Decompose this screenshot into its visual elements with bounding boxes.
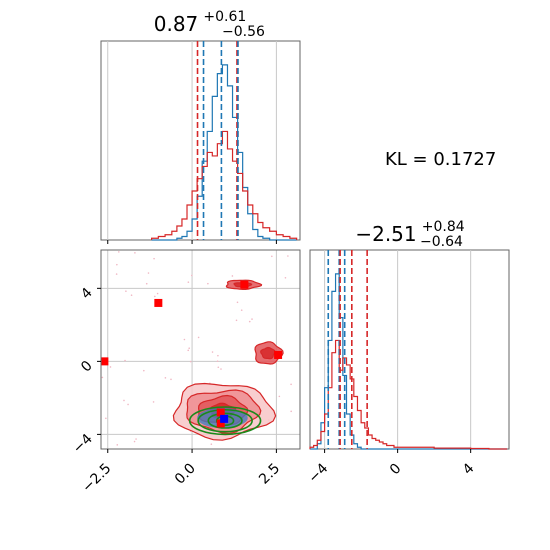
marginal-x-frame: [100, 40, 301, 241]
joint-scatter-point: [287, 255, 289, 257]
joint-scatter-point: [116, 263, 118, 266]
marginal-y-tick-label: −4: [306, 460, 332, 486]
joint-scatter-point: [217, 354, 219, 357]
joint-scatter-point: [116, 444, 119, 446]
joint-y-tick-label: 4: [78, 285, 96, 303]
joint-red-contour: [260, 346, 276, 360]
marginal-x-title-minus: −0.56: [222, 24, 265, 40]
marginal-y-title-value: −2.51: [355, 222, 416, 246]
joint-scatter-point: [271, 255, 273, 258]
joint-scatter-point: [117, 251, 120, 253]
joint-scatter-point: [135, 438, 137, 440]
marginal-y-quantile-lines: [327, 250, 368, 449]
joint-scatter-point: [183, 338, 186, 341]
marginal-y-hist-blue: [310, 273, 508, 450]
joint-x-tick-label: −2.5: [79, 461, 114, 496]
marginal-x-histograms: [150, 64, 298, 241]
joint-scatter-point: [133, 440, 136, 443]
joint-scatter-point: [143, 369, 145, 372]
marginal-y-grid: [324, 250, 472, 449]
joint-blue-marker: [220, 414, 229, 423]
joint-scatter-point: [210, 443, 213, 446]
marginal-x-grid: [107, 41, 277, 240]
joint-panel: −2.5 0.0 2.5 −4 0 4: [70, 249, 301, 496]
joint-red-marker: [240, 280, 249, 289]
marginal-x-hist-red: [150, 130, 298, 240]
marginal-x-title: 0.87 +0.61: [154, 9, 247, 36]
joint-scatter-point: [248, 320, 251, 323]
joint-green-contour: [207, 412, 243, 429]
joint-scatter-point: [152, 401, 155, 403]
joint-scatter-point: [145, 282, 148, 285]
joint-red-marker: [154, 298, 163, 307]
joint-green-contour: [188, 406, 262, 436]
marginal-y-hist-red: [309, 339, 508, 450]
joint-scatter-point: [134, 252, 136, 254]
joint-y-tick-label: −4: [70, 431, 96, 457]
marginal-x-panel: 0.87 +0.61 −0.56: [100, 9, 301, 244]
marginal-y-ticks: −4 0 4: [306, 449, 478, 486]
marginal-y-panel: −4 0 4 −2.51 +0.84 −0.64: [306, 219, 510, 486]
joint-scatter-point: [153, 257, 155, 260]
joint-y-tick-label: 0: [78, 358, 96, 376]
joint-red-marker: [101, 357, 109, 366]
joint-scatter-point: [251, 318, 253, 320]
joint-density: [101, 251, 292, 446]
joint-scatter-point: [217, 366, 220, 369]
joint-scatter-point: [124, 359, 126, 362]
marginal-y-histograms: [309, 273, 508, 450]
joint-scatter-point: [220, 368, 222, 370]
joint-x-tick-label: 0.0: [172, 461, 199, 488]
joint-scatter-point: [240, 309, 243, 311]
joint-scatter-point: [188, 347, 190, 350]
joint-scatter-point: [290, 410, 292, 413]
joint-red-marker: [216, 419, 225, 428]
joint-markers: [101, 280, 283, 428]
joint-x-tick-label: 2.5: [256, 461, 283, 488]
joint-red-marker: [216, 408, 225, 417]
joint-scatter-point: [231, 275, 234, 277]
marginal-x-title-value: 0.87: [154, 12, 199, 36]
joint-scatter-point: [164, 377, 167, 379]
marginal-x-hist-blue: [151, 64, 297, 241]
joint-scatter-point: [197, 336, 200, 339]
joint-scatter-point: [211, 351, 214, 353]
marginal-x-title-plus: +0.61: [203, 9, 246, 25]
joint-frame: [100, 249, 301, 450]
joint-scatter-point: [235, 319, 238, 322]
joint-scatter-point: [147, 272, 150, 274]
marginal-y-tick-label: 0: [387, 461, 405, 479]
joint-scatter-point: [123, 399, 125, 402]
marginal-y-title-plus: +0.84: [422, 219, 465, 235]
joint-scatter-point: [236, 301, 239, 304]
joint-scatter-point: [156, 292, 159, 295]
joint-scatter-point: [207, 282, 209, 285]
marginal-y-title-minus: −0.64: [420, 234, 463, 250]
kl-annotation: KL = 0.1727: [385, 149, 496, 170]
joint-scatter-point: [154, 295, 156, 298]
joint-scatter-point: [290, 383, 292, 386]
joint-scatter-point: [105, 417, 107, 420]
joint-scatter-point: [284, 276, 287, 279]
marginal-x-ticks: [107, 240, 277, 244]
joint-scatter-point: [278, 395, 281, 398]
joint-scatter-point: [130, 294, 133, 297]
joint-scatter-point: [101, 376, 104, 379]
joint-scatter-point: [187, 349, 190, 352]
joint-scatter-point: [109, 366, 112, 368]
joint-scatter-point: [127, 403, 129, 406]
joint-scatter-point: [170, 378, 172, 381]
joint-scatter-point: [216, 360, 219, 363]
joint-scatter-point: [190, 274, 193, 277]
joint-scatter-point: [115, 273, 118, 275]
joint-green-contour: [197, 408, 253, 433]
marginal-y-tick-label: 4: [460, 460, 478, 478]
joint-scatter-point: [125, 290, 127, 292]
joint-scatter-point: [187, 281, 190, 283]
marginal-y-title: −2.51 +0.84: [355, 219, 464, 246]
joint-red-marker: [274, 350, 283, 359]
joint-scatter-point: [189, 360, 192, 363]
marginal-x-quantile-lines: [196, 41, 239, 240]
